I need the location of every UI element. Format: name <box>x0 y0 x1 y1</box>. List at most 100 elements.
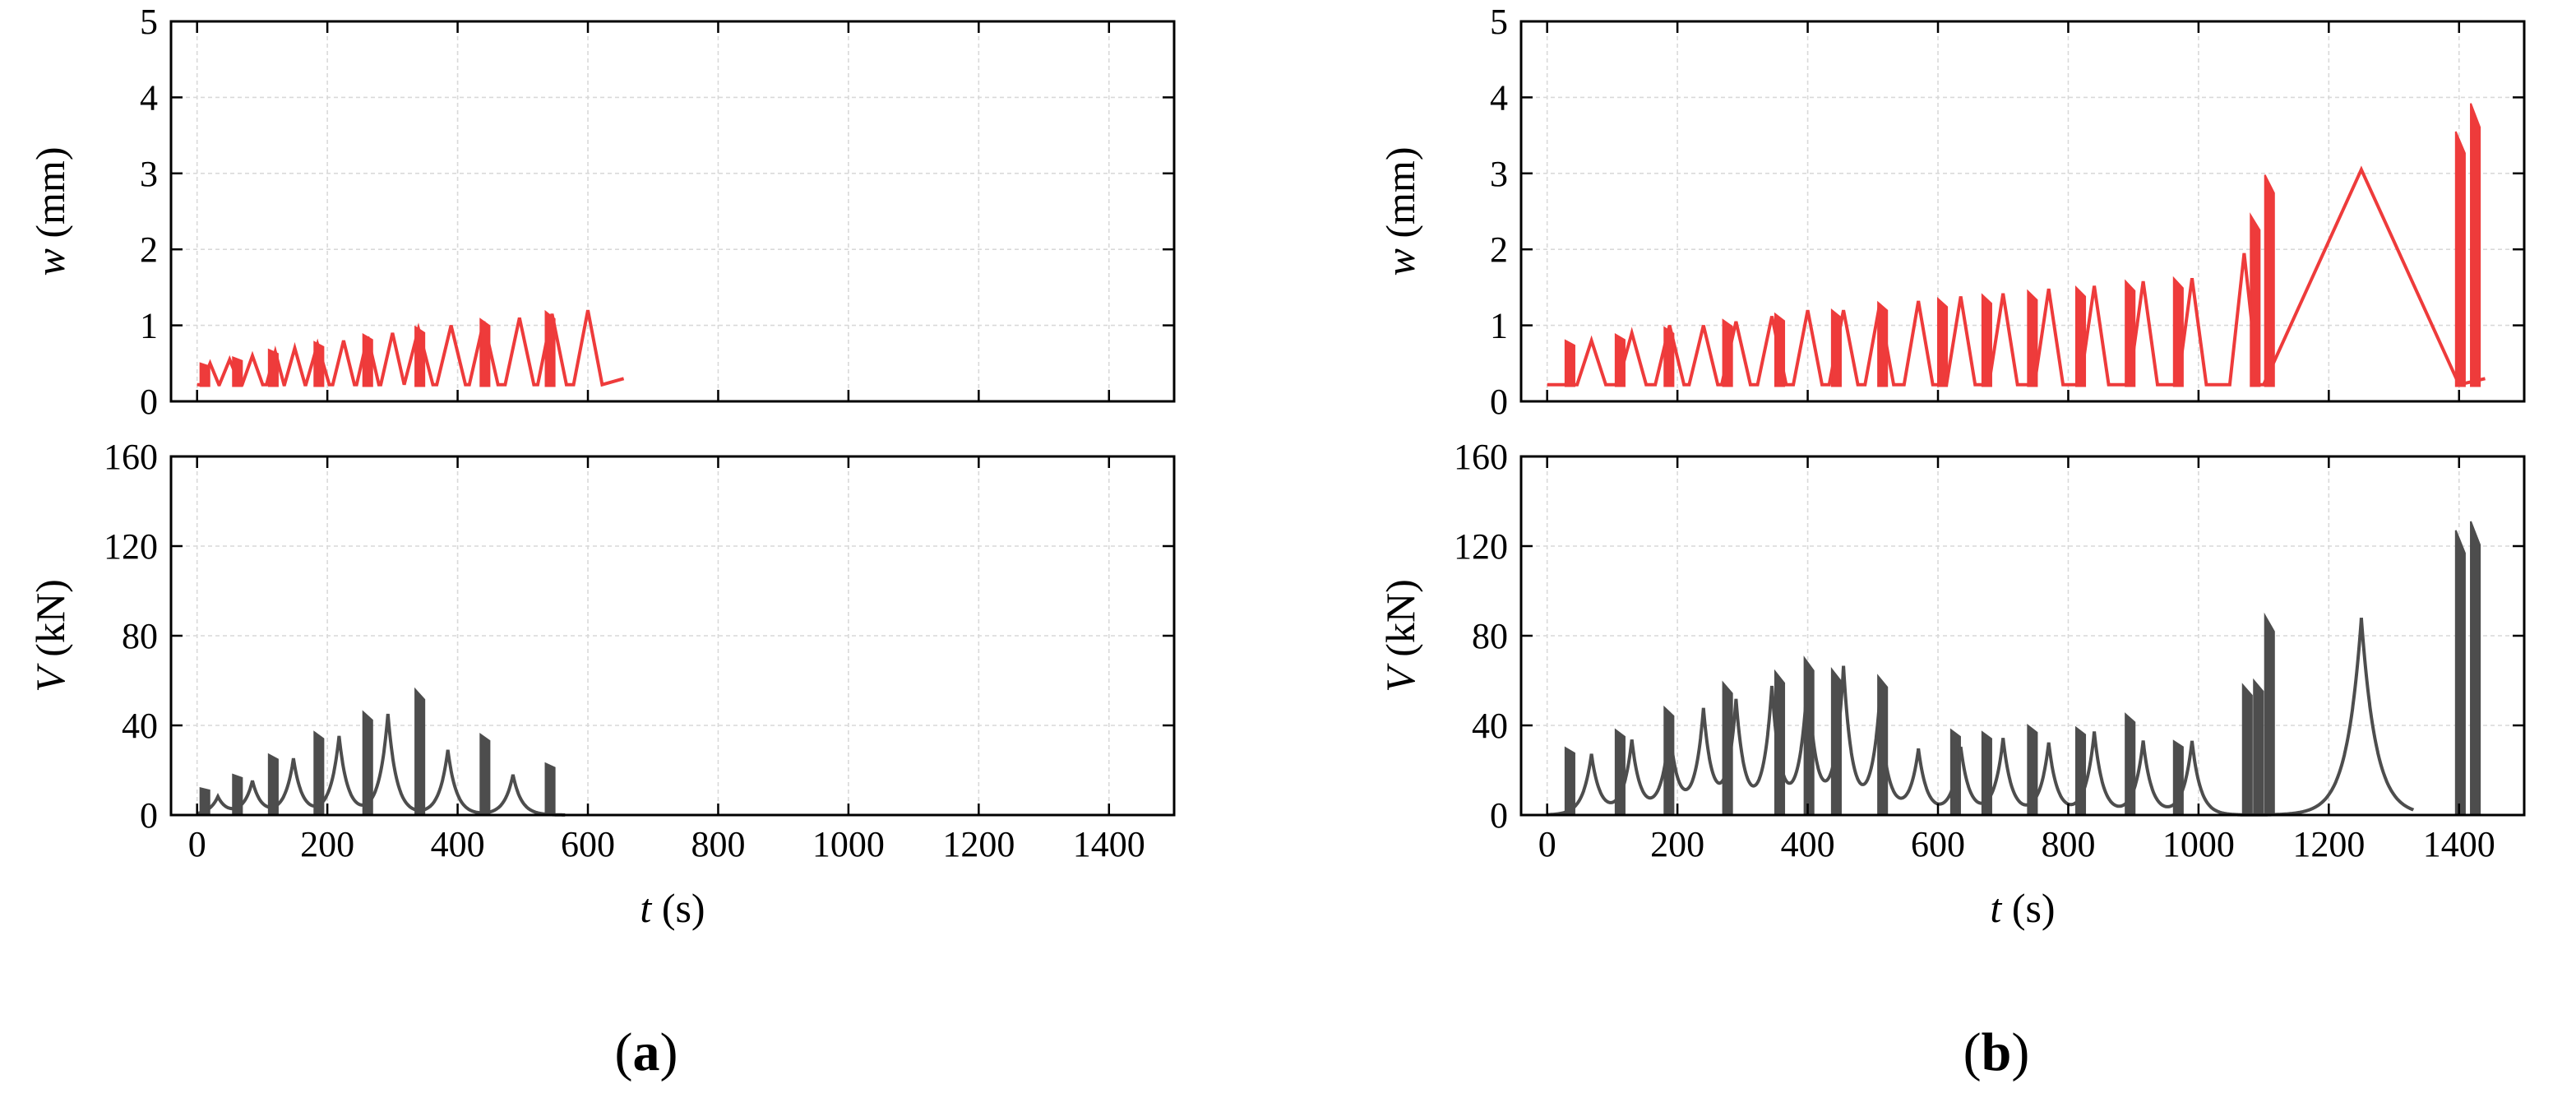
cyclic-burst <box>2027 289 2038 387</box>
cyclic-burst <box>1937 297 1949 387</box>
cyclic-burst <box>199 787 210 816</box>
y-tick-label: 160 <box>1454 437 1508 477</box>
y-axis-variable: w <box>27 248 73 276</box>
y-axis-label: V (kN) <box>1377 579 1423 692</box>
cyclic-burst <box>1803 655 1815 816</box>
cyclic-burst <box>1663 326 1675 387</box>
y-tick-label: 120 <box>104 526 158 567</box>
cyclic-burst <box>1830 308 1842 387</box>
x-tick-label: 1200 <box>942 824 1015 864</box>
y-axis-unit: (kN) <box>1377 579 1423 667</box>
cyclic-burst <box>1877 674 1889 816</box>
x-tick-label: 600 <box>561 824 615 864</box>
cyclic-burst <box>313 340 325 387</box>
x-tick-label: 200 <box>1650 824 1704 864</box>
y-tick-label: 4 <box>1490 77 1508 118</box>
y-tick-label: 1 <box>1490 306 1508 346</box>
cyclic-burst <box>1564 746 1575 816</box>
x-tick-label: 0 <box>188 824 206 864</box>
y-tick-label: 0 <box>140 382 158 422</box>
cyclic-burst <box>1981 293 1992 387</box>
x-tick-label: 800 <box>2041 824 2095 864</box>
cyclic-burst <box>2172 276 2184 387</box>
y-tick-label: 1 <box>140 306 158 346</box>
cyclic-burst <box>1774 669 1786 816</box>
cyclic-burst <box>1722 318 1733 387</box>
y-tick-label: 2 <box>140 229 158 270</box>
cyclic-burst <box>2172 739 2184 816</box>
y-tick-label: 40 <box>122 706 158 746</box>
panel-a-label: (a) <box>615 1022 678 1082</box>
y-tick-label: 0 <box>1490 795 1508 836</box>
cyclic-burst <box>2454 530 2466 816</box>
cyclic-burst <box>479 732 491 816</box>
panel-a-top-plot: 0 1 2 3 4 5 w (mm) <box>27 2 1176 422</box>
cyclic-burst <box>267 348 279 387</box>
x-axis-variable: t <box>1990 885 2002 931</box>
cyclic-burst <box>1877 300 1889 387</box>
y-tick-label: 160 <box>104 437 158 477</box>
plot-frame <box>1519 20 2526 403</box>
cyclic-burst <box>313 730 325 816</box>
y-axis-label: w (mm) <box>1377 147 1423 276</box>
y-tick-label: 3 <box>1490 154 1508 194</box>
cyclic-burst <box>1614 728 1626 816</box>
x-tick-label: 400 <box>1781 824 1835 864</box>
cyclic-burst <box>414 325 426 387</box>
y-axis-unit: (mm) <box>1377 147 1423 249</box>
w-series-line <box>197 309 625 387</box>
cyclic-burst <box>2253 678 2264 816</box>
x-axis-variable: t <box>640 885 652 931</box>
cyclic-burst <box>2264 174 2275 387</box>
y-axis-unit: (mm) <box>27 147 73 249</box>
y-tick-label: 5 <box>140 2 158 42</box>
y-tick-label: 40 <box>1472 706 1508 746</box>
w-series-line <box>1547 165 2486 387</box>
cyclic-burst <box>362 710 373 816</box>
x-tick-label: 200 <box>300 824 354 864</box>
x-axis-unit: (s) <box>651 885 705 931</box>
y-axis-variable: V <box>27 663 73 692</box>
y-tick-label: 5 <box>1490 2 1508 42</box>
x-tick-label: 400 <box>431 824 485 864</box>
cyclic-burst <box>1981 730 1992 816</box>
y-tick-label: 0 <box>140 795 158 836</box>
y-axis-variable: V <box>1377 663 1423 692</box>
cyclic-burst <box>2470 521 2481 816</box>
panel-b-label: (b) <box>1963 1022 2030 1082</box>
y-tick-label: 2 <box>1490 229 1508 270</box>
cyclic-burst <box>1614 332 1626 387</box>
x-tick-label: 1400 <box>1073 824 1145 864</box>
cyclic-burst <box>479 317 491 387</box>
cyclic-burst <box>2125 712 2136 816</box>
panel-a-bottom-plot: 0 200 400 600 800 1000 1200 1400 0 40 80 120 160 V (k… <box>27 437 1176 931</box>
x-axis-label: t (s) <box>1990 885 2055 931</box>
panel-b-bottom-plot: 0 200 400 600 800 1000 1200 1400 0 40 80 120 160 V (k… <box>1377 437 2526 931</box>
x-tick-label: 1400 <box>2423 824 2495 864</box>
x-tick-label: 1200 <box>2292 824 2365 864</box>
v-series-line <box>197 713 566 817</box>
x-tick-label: 0 <box>1538 824 1556 864</box>
cyclic-burst <box>1663 705 1675 816</box>
cyclic-burst <box>1722 680 1733 816</box>
cyclic-burst <box>199 362 210 387</box>
plot-frame <box>169 20 1176 403</box>
y-axis-label: w (mm) <box>27 147 73 276</box>
y-axis-unit: (kN) <box>27 579 73 667</box>
y-tick-label: 120 <box>1454 526 1508 567</box>
cyclic-burst <box>2074 725 2087 816</box>
y-tick-label: 3 <box>140 154 158 194</box>
cyclic-burst <box>414 687 426 816</box>
cyclic-burst <box>1830 666 1842 816</box>
cyclic-burst <box>544 309 556 387</box>
cyclic-burst <box>362 332 373 387</box>
x-tick-label: 600 <box>1911 824 1965 864</box>
cyclic-burst <box>232 355 243 387</box>
x-axis-label: t (s) <box>640 885 705 931</box>
cyclic-burst <box>2454 131 2466 387</box>
cyclic-burst <box>1949 728 1961 816</box>
cyclic-burst <box>2027 723 2038 816</box>
cyclic-burst <box>232 773 243 816</box>
cyclic-burst <box>544 762 556 816</box>
cyclic-burst <box>2074 285 2087 387</box>
